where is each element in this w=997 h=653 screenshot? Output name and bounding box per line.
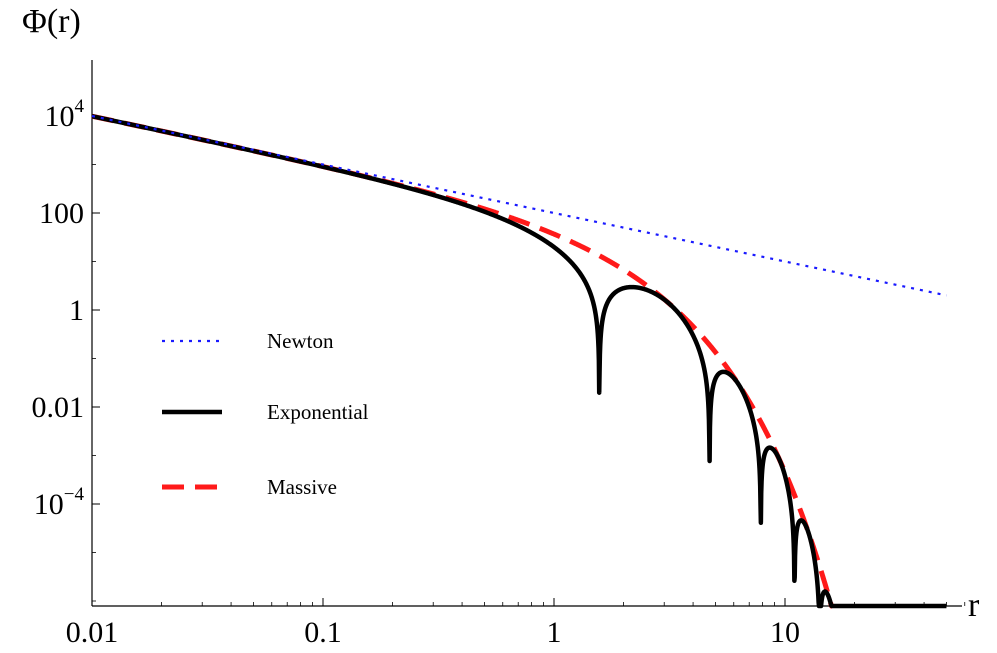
x-tick-label: 10 bbox=[770, 616, 800, 649]
y-tick-label: 1 bbox=[69, 294, 84, 327]
y-tick-label: 100 bbox=[39, 197, 84, 230]
legend: Newton Exponential Massive bbox=[162, 329, 369, 499]
x-ticks: 0.01 0.1 1 10 bbox=[66, 598, 966, 649]
series-line-exponential bbox=[90, 114, 949, 609]
y-tick-label: 10−4 bbox=[34, 484, 85, 521]
y-axis-title: Φ(r) bbox=[22, 3, 81, 40]
legend-label-exponential: Exponential bbox=[267, 400, 369, 424]
series-line-newton bbox=[91, 114, 948, 297]
y-tick-label: 104 bbox=[45, 96, 85, 133]
x-tick-label: 0.01 bbox=[66, 616, 119, 649]
x-axis-title: r bbox=[968, 587, 980, 624]
series-lines bbox=[89, 113, 949, 609]
y-tick-label: 0.01 bbox=[32, 391, 85, 424]
x-tick-label: 0.1 bbox=[304, 616, 342, 649]
series-line-massive bbox=[89, 113, 835, 609]
legend-label-massive: Massive bbox=[267, 475, 337, 499]
axes: 0.01 0.1 1 10 104 100 1 0.01 10−4 bbox=[32, 60, 966, 649]
legend-label-newton: Newton bbox=[267, 329, 334, 353]
x-tick-label: 1 bbox=[547, 616, 562, 649]
y-ticks: 104 100 1 0.01 10−4 bbox=[32, 96, 100, 602]
